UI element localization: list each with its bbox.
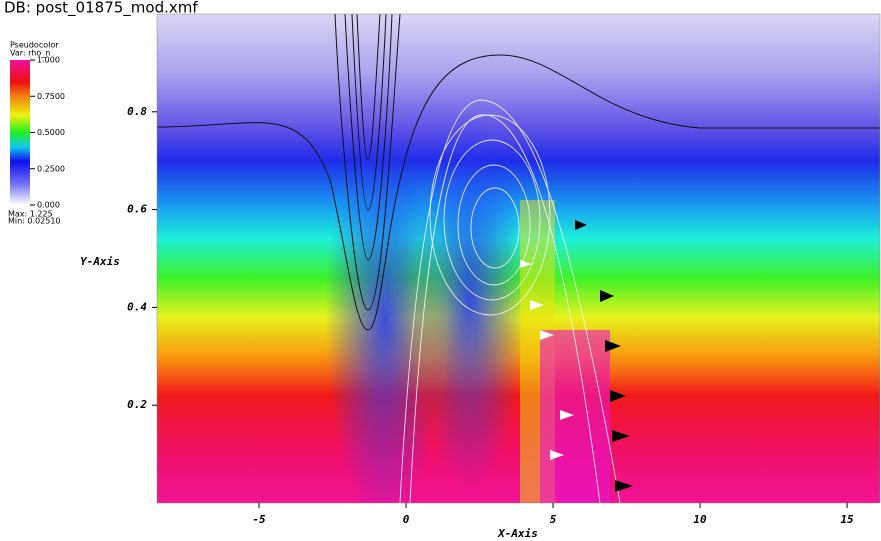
legend-variable: Var: rho_n [10,49,50,58]
colorbar-tick-label: 0.000 [37,201,60,210]
y-axis-label: Y-Axis [80,255,120,268]
y-tick-label: 0.2 [127,398,147,411]
colorbar-tick-label: 1.000 [37,56,60,65]
x-axis-label: X-Axis [497,527,538,540]
title: DB: post_01875_mod.xmf [4,0,198,18]
colorbar-tick-label: 0.7500 [37,92,65,101]
y-tick-label: 0.4 [127,300,147,313]
x-tick-label: 10 [693,513,707,526]
max-label: Max: 1.225 [8,210,53,219]
x-tick-label: 5 [550,513,557,526]
x-tick-label: 0 [403,513,410,526]
colorbar-tick-label: 0.5000 [37,128,65,137]
x-tick-label: 15 [840,513,854,526]
y-tick-label: 0.6 [127,203,147,216]
min-label: Min: 0.02510 [8,217,61,226]
plot-frame [156,13,881,504]
y-tick-label: 0.8 [127,105,147,118]
colorbar-tick-label: 0.2500 [37,164,65,173]
field [157,14,880,503]
legend-title: Pseudocolor [10,41,59,50]
x-tick-label: -5 [252,513,266,526]
colorbar [10,60,30,205]
